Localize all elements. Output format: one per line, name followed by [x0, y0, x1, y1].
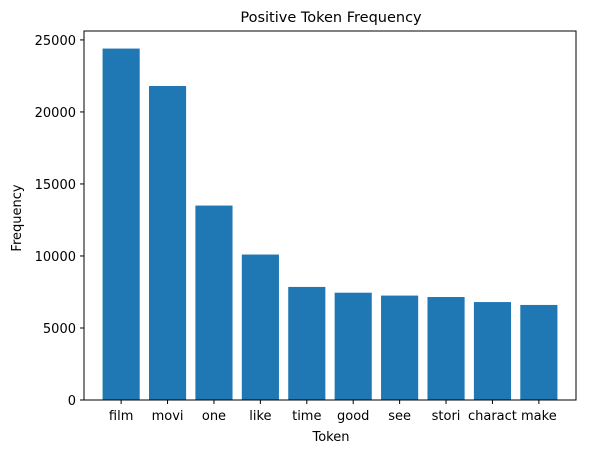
- x-tick-label-see: see: [388, 409, 411, 424]
- x-tick-label-stori: stori: [432, 409, 461, 424]
- bar-make: [520, 304, 558, 400]
- y-tick-label-5000: 5000: [43, 322, 76, 337]
- y-axis-label: Frequency: [10, 184, 25, 251]
- bar-time: [288, 286, 326, 400]
- x-axis-label: Token: [312, 430, 350, 445]
- bar-good: [334, 292, 372, 400]
- y-tick-label-0: 0: [68, 394, 76, 409]
- bar-one: [195, 205, 233, 400]
- x-tick-label-like: like: [249, 409, 271, 424]
- x-axis: film movi one like time good see stori charact ma…: [109, 400, 557, 424]
- chart-title: Positive Token Frequency: [240, 10, 422, 26]
- x-tick-label-movi: movi: [152, 409, 184, 424]
- x-tick-label-charact: charact: [468, 409, 517, 424]
- x-tick-label-make: make: [521, 409, 557, 424]
- bar-film: [102, 48, 140, 400]
- x-tick-label-film: film: [109, 409, 133, 424]
- plot-frame: [83, 30, 577, 401]
- bar-stori: [427, 297, 465, 400]
- y-tick-label-20000: 20000: [35, 106, 76, 121]
- bar-movi: [148, 86, 187, 400]
- bar-see: [381, 295, 419, 400]
- bar-like: [241, 254, 279, 400]
- y-axis: 0 5000 10000 15000 20000 25000: [35, 34, 84, 409]
- bars-group: [102, 48, 558, 400]
- y-tick-label-25000: 25000: [35, 34, 76, 49]
- y-tick-label-10000: 10000: [35, 250, 76, 265]
- bar-charact: [473, 302, 512, 400]
- y-tick-label-15000: 15000: [35, 178, 76, 193]
- x-tick-label-one: one: [202, 409, 226, 424]
- x-tick-label-good: good: [337, 409, 369, 424]
- x-tick-label-time: time: [292, 409, 321, 424]
